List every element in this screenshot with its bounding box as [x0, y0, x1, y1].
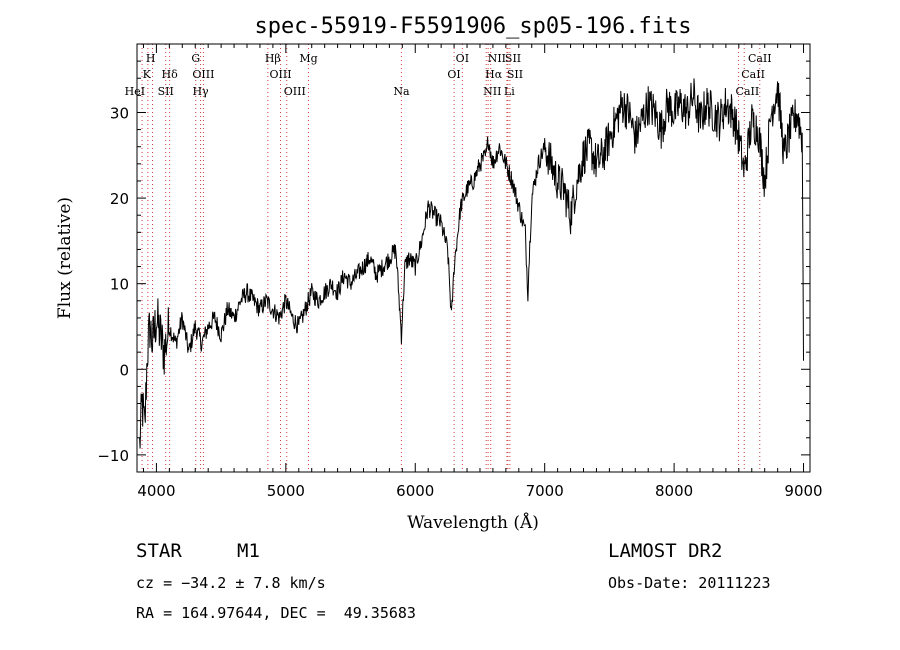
line-label: OIII: [269, 68, 291, 81]
y-tick-label: 30: [110, 104, 129, 122]
line-label: OI: [456, 52, 469, 65]
line-label: CaII: [748, 52, 772, 65]
x-axis-label: Wavelength (Å): [407, 512, 539, 533]
line-label: Hα: [485, 68, 503, 81]
line-label: OI: [447, 68, 460, 81]
x-tick-label: 5000: [267, 482, 305, 500]
observation-date: Obs-Date: 20111223: [608, 574, 771, 592]
y-tick-label: 20: [110, 190, 129, 208]
y-axis-label: Flux (relative): [55, 197, 75, 319]
survey-name: LAMOST DR2: [608, 540, 723, 562]
line-label: H: [146, 52, 156, 65]
x-tick-label: 8000: [655, 482, 693, 500]
line-label: SII: [507, 68, 523, 81]
line-label: NII: [488, 52, 506, 65]
chart-title: spec-55919-F5591906_sp05-196.fits: [254, 14, 691, 39]
y-tick-label: 0: [119, 361, 129, 379]
x-ticks: 4000 5000 6000 7000 8000 9000: [137, 44, 823, 500]
plot-frame: [136, 43, 811, 473]
spectrum-line: [139, 78, 804, 449]
line-label: SII: [505, 52, 521, 65]
line-label: HeI: [125, 85, 145, 98]
x-tick-label: 7000: [526, 482, 564, 500]
line-label: Li: [504, 85, 515, 98]
line-label: OIII: [192, 68, 214, 81]
spectrum-chart: spec-55919-F5591906_sp05-196.fits HK HeI H…: [55, 14, 823, 533]
y-tick-label: 10: [110, 276, 129, 294]
coordinates: RA = 164.97644, DEC = 49.35683: [136, 604, 416, 622]
object-subclass: M1: [237, 540, 260, 562]
line-label: Na: [393, 85, 410, 98]
line-label: Mg: [299, 52, 317, 65]
y-ticks: −10 0 10 20 30: [97, 43, 810, 473]
y-tick-label: −10: [97, 447, 129, 465]
line-label: Hδ: [162, 68, 179, 81]
redshift-velocity: cz = −34.2 ± 7.8 km/s: [136, 574, 326, 592]
line-label: SII: [158, 85, 174, 98]
x-tick-label: 4000: [137, 482, 175, 500]
object-class: STAR: [136, 540, 182, 562]
line-label: NII: [483, 85, 501, 98]
line-label: CaII: [741, 68, 765, 81]
x-tick-label: 6000: [396, 482, 434, 500]
line-label: G: [191, 52, 200, 65]
line-label: K: [143, 68, 152, 81]
line-label: CaII: [736, 85, 760, 98]
line-label: OIII: [284, 85, 306, 98]
x-tick-label: 9000: [784, 482, 822, 500]
line-labels: HKHeIHδSIIGOIIIHγHβOIIIOIIIMgNaOIOINIISI…: [125, 52, 772, 98]
line-label: Hγ: [192, 85, 209, 98]
line-markers: [141, 44, 761, 472]
line-label: Hβ: [265, 52, 281, 65]
